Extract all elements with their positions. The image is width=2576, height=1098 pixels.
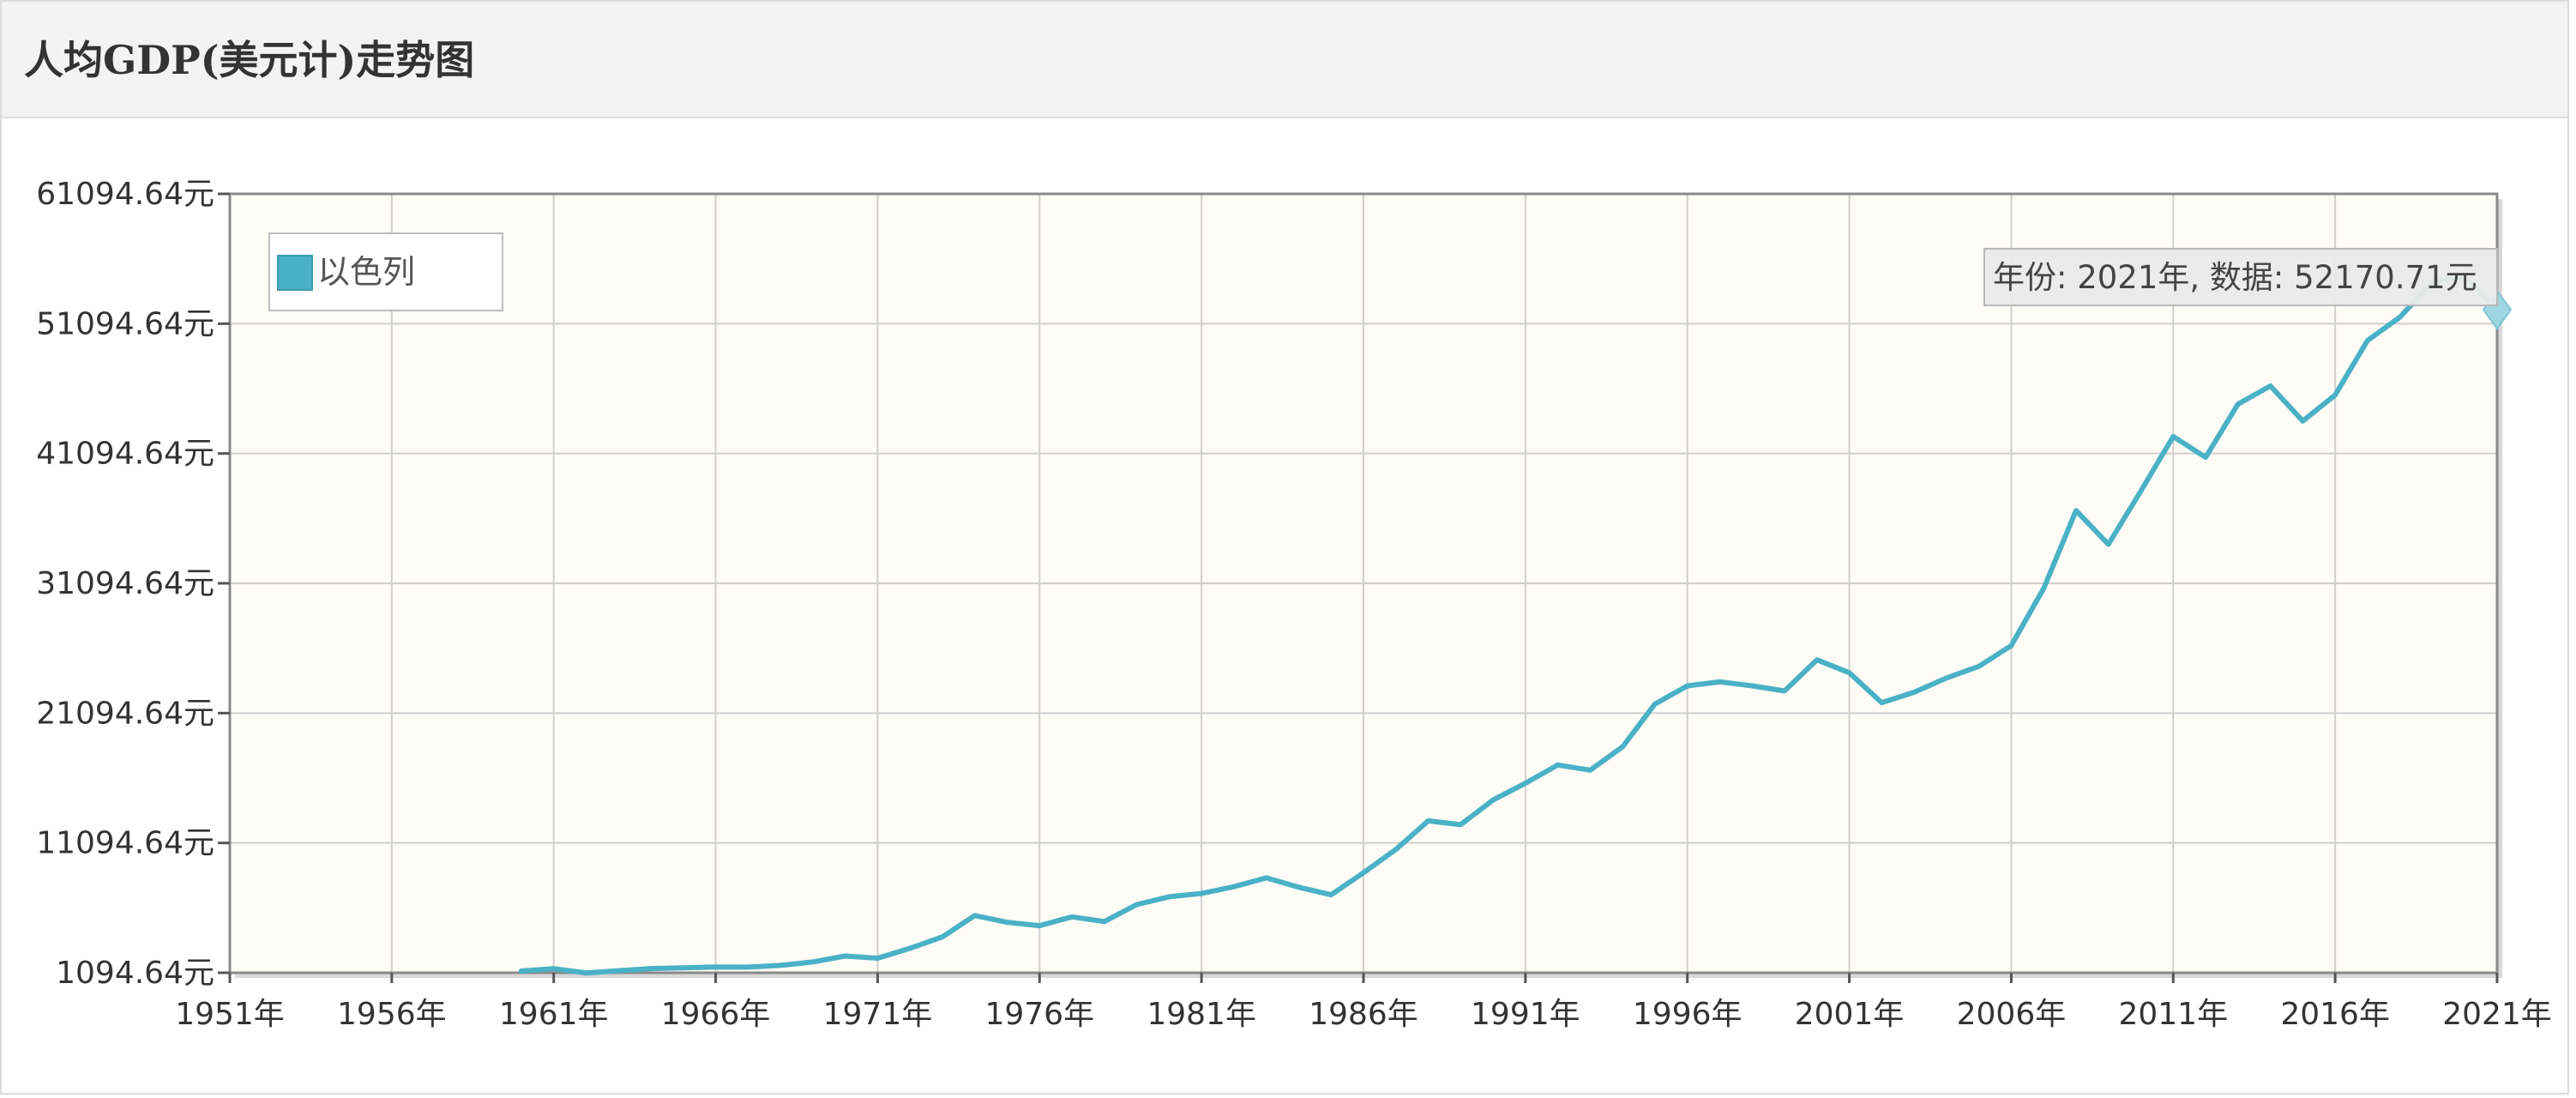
data-point[interactable] [971,911,979,920]
data-point[interactable] [938,932,947,941]
data-point[interactable] [1554,761,1562,769]
y-tick-label: 31094.64元 [36,566,214,601]
data-point[interactable] [1748,681,1756,690]
data-point[interactable] [1035,921,1044,930]
x-tick-label: 1986年 [1309,997,1418,1032]
data-point[interactable] [2039,584,2048,593]
tooltip-text: 年份: 2021年, 数据: 52170.71元 [1993,259,2477,296]
data-point[interactable] [2201,453,2210,462]
data-point[interactable] [776,961,785,969]
y-tick-label: 11094.64元 [36,826,214,861]
data-point[interactable] [550,964,558,973]
x-tick-label: 1956年 [337,997,447,1032]
data-point[interactable] [2007,642,2015,650]
data-point[interactable] [1910,688,1918,697]
data-point[interactable] [2331,390,2339,399]
data-point[interactable] [2266,382,2275,390]
x-tick-label: 1991年 [1471,997,1580,1032]
y-tick-label: 61094.64元 [36,177,214,212]
x-tick-label: 1996年 [1633,997,1742,1032]
data-point[interactable] [873,954,882,962]
data-point[interactable] [2363,336,2372,345]
data-point[interactable] [1780,687,1789,696]
x-tick-label: 2001年 [1795,997,1905,1032]
data-point[interactable] [581,968,590,977]
data-point[interactable] [1359,868,1368,877]
data-point[interactable] [1683,681,1692,690]
data-point[interactable] [1327,890,1335,899]
data-point[interactable] [2072,506,2080,515]
data-point[interactable] [1813,655,1821,664]
y-tick-label: 51094.64元 [36,306,214,341]
data-point[interactable] [2396,313,2404,322]
x-tick-label: 1971年 [823,997,933,1032]
data-point[interactable] [1586,766,1594,775]
data-point[interactable] [1100,917,1109,926]
data-point[interactable] [2298,417,2307,425]
data-point[interactable] [2169,432,2177,441]
data-point[interactable] [712,962,720,971]
data-point[interactable] [1651,700,1659,709]
x-tick-label: 2016年 [2280,997,2390,1032]
chart-title: 人均GDP(美元计)走势图 [24,37,475,83]
x-tick-label: 2021年 [2442,997,2552,1032]
data-point[interactable] [1262,873,1271,882]
x-tick-label: 1961年 [499,997,609,1032]
legend-label: 以色列 [317,253,415,291]
data-point[interactable] [1003,918,1012,926]
data-point[interactable] [2234,400,2242,408]
x-tick-label: 1966年 [661,997,771,1032]
x-tick-label: 1951年 [175,997,285,1032]
panel-header: 人均GDP(美元计)走势图 [2,2,2567,118]
data-point[interactable] [1489,796,1497,805]
data-point[interactable] [1975,662,1983,671]
data-point[interactable] [906,944,914,952]
series-line-以色列[interactable] [518,274,2500,976]
y-tick-label: 1094.64元 [56,956,214,991]
x-tick-label: 2011年 [2118,997,2228,1032]
x-tick-label: 2006年 [1957,997,2067,1032]
data-point[interactable] [614,967,623,975]
data-point[interactable] [1230,883,1238,891]
x-tick-label: 1976年 [984,997,1094,1032]
data-point[interactable] [517,967,526,975]
data-point[interactable] [1618,743,1627,751]
data-point[interactable] [1133,900,1141,908]
data-point[interactable] [1942,673,1951,682]
data-point[interactable] [841,952,850,961]
data-point[interactable] [1392,845,1400,854]
tooltip-box [1983,248,2498,306]
data-point[interactable] [743,962,752,971]
data-point[interactable] [1424,817,1433,825]
data-point[interactable] [2104,540,2113,549]
data-point[interactable] [1068,913,1076,921]
data-point[interactable] [1456,820,1465,829]
data-point[interactable] [1197,890,1206,898]
data-point[interactable] [809,957,817,966]
data-point[interactable] [2137,486,2146,495]
legend-swatch [277,255,313,291]
data-point[interactable] [1845,668,1854,677]
x-tick-label: 1981年 [1147,997,1256,1032]
data-point[interactable] [1877,698,1886,707]
data-point[interactable] [679,963,688,972]
data-point[interactable] [1294,883,1303,891]
data-point[interactable] [647,964,655,973]
data-point[interactable] [1521,779,1530,787]
data-point[interactable] [1165,892,1173,901]
data-point[interactable] [1715,678,1724,686]
y-tick-label: 41094.64元 [36,437,214,472]
y-tick-label: 21094.64元 [36,696,214,731]
